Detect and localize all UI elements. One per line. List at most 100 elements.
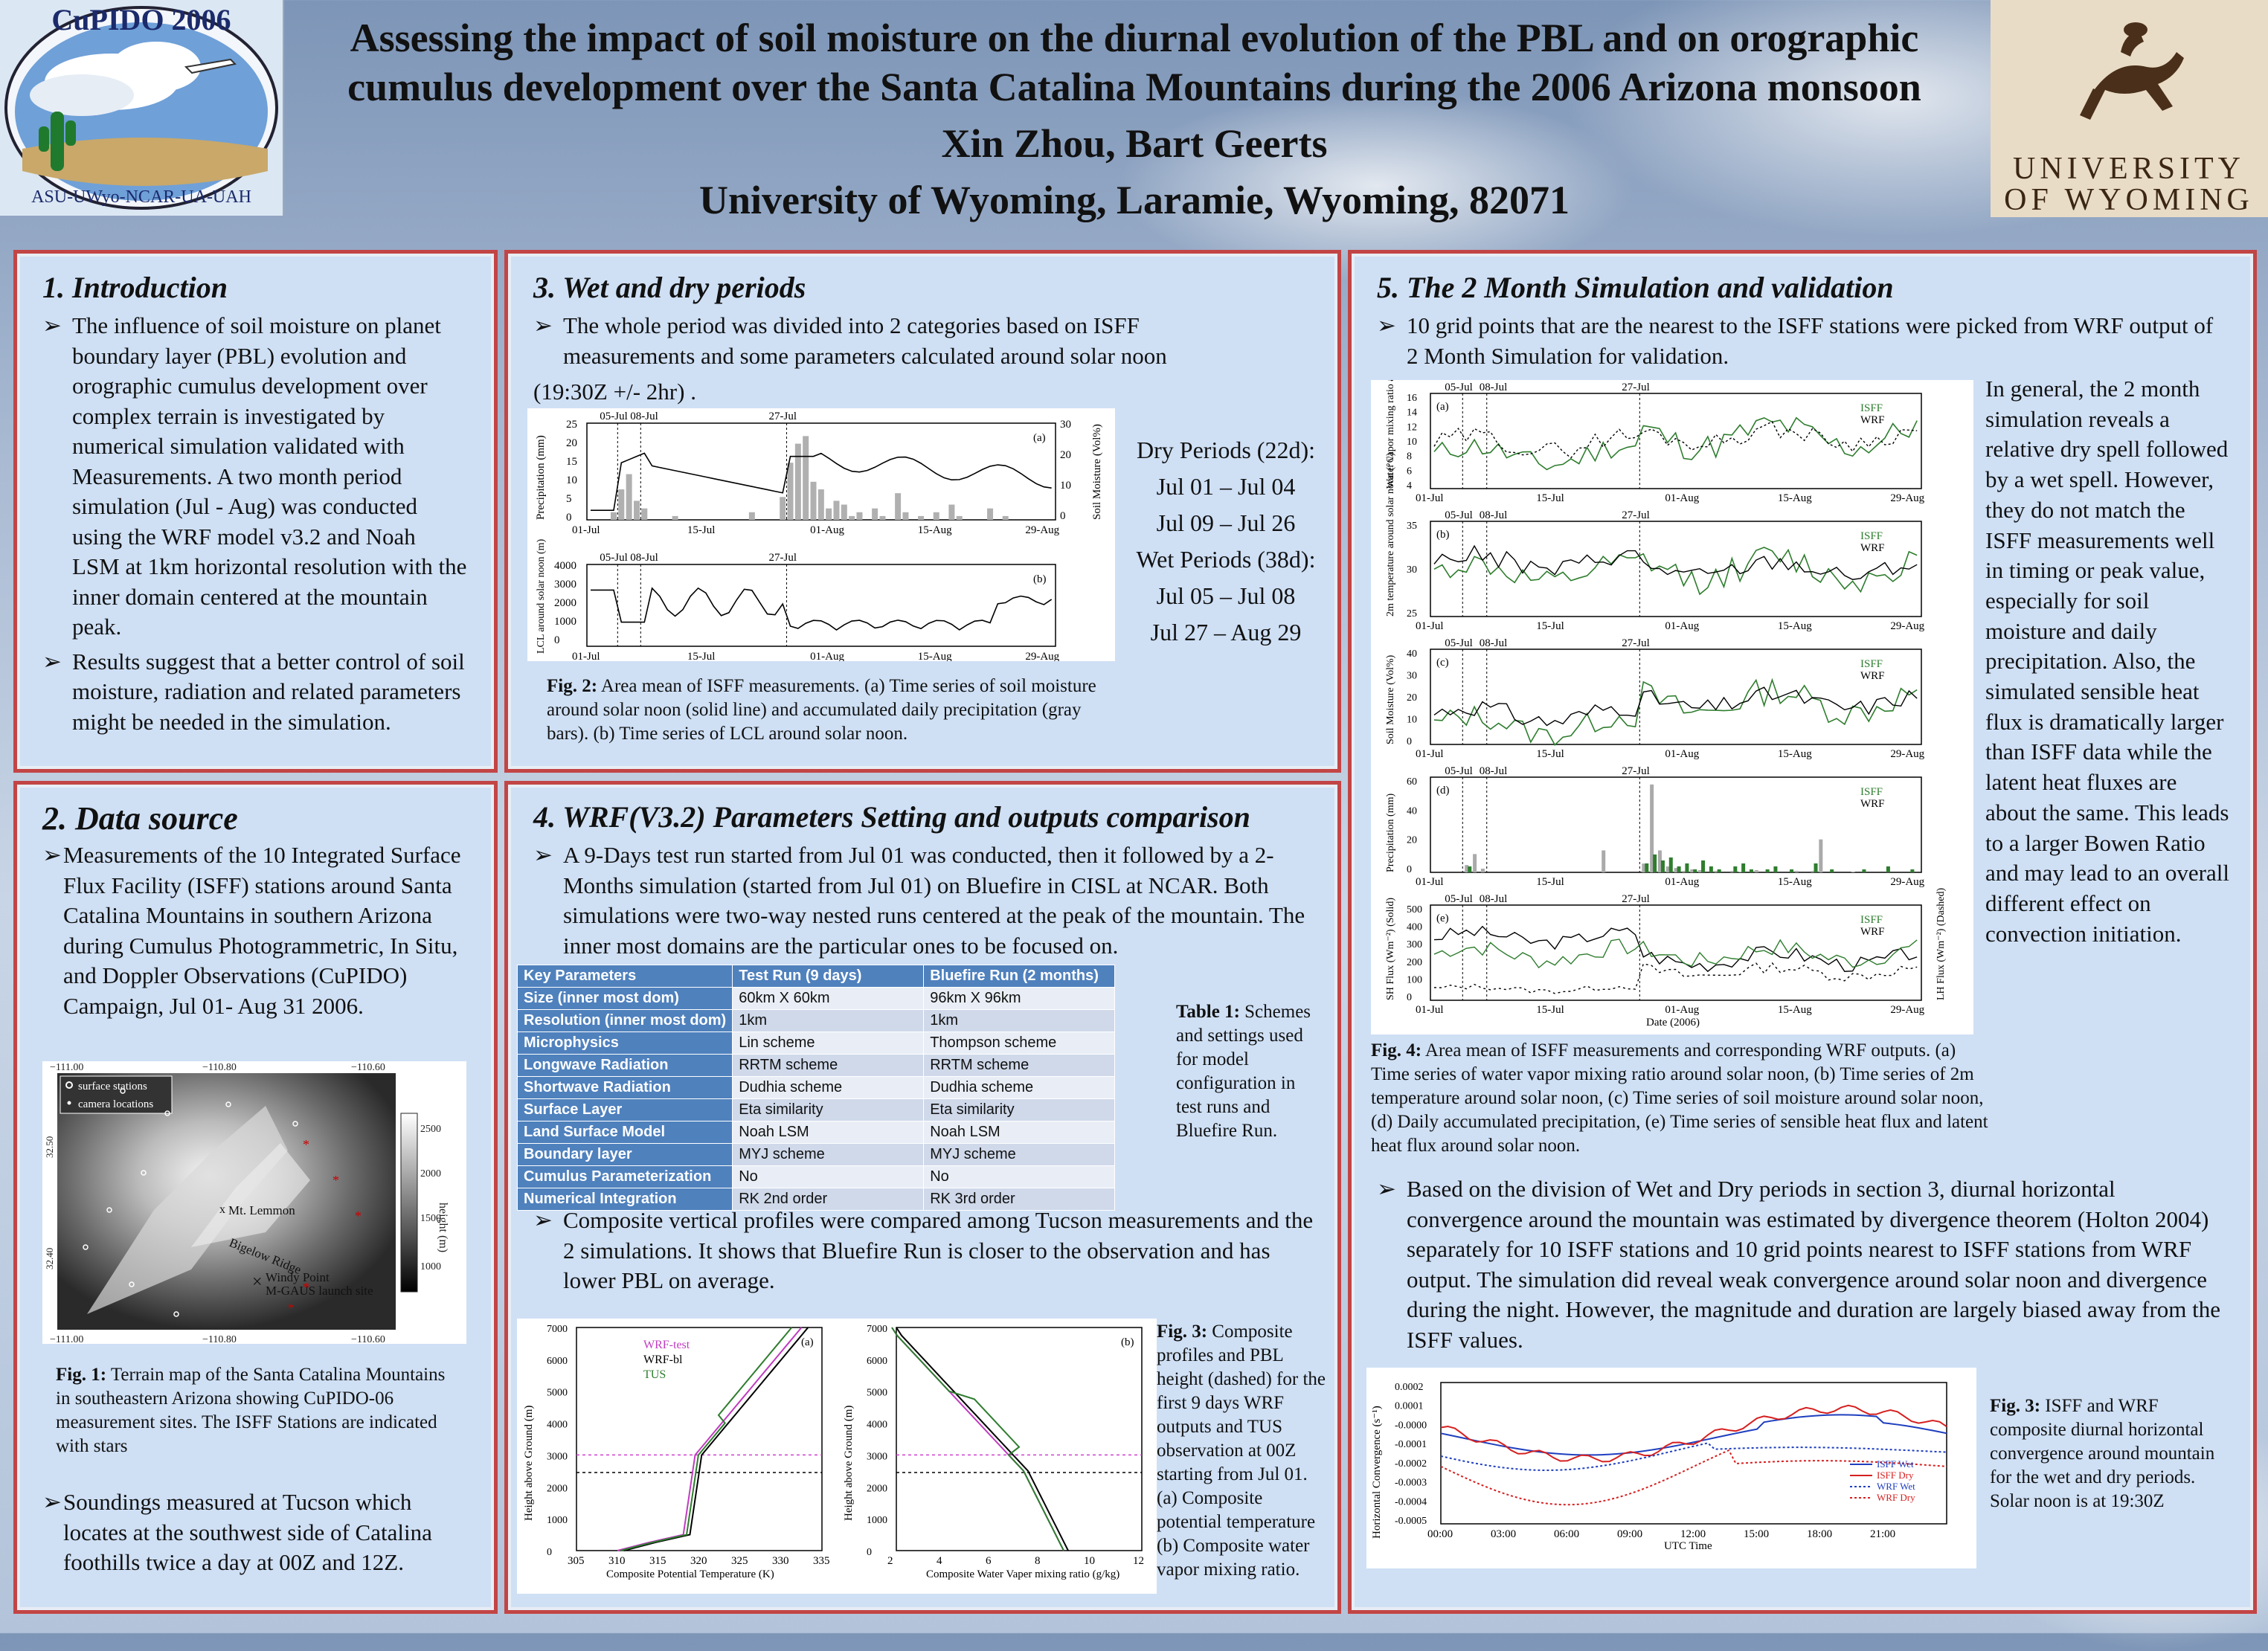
panel-tag: (a)	[801, 1336, 814, 1348]
y-tick-label: 15	[566, 456, 577, 468]
table-row: Resolution (inner most dom) 1km 1km	[516, 1009, 1116, 1032]
precip-bar	[672, 515, 678, 520]
wrf-precip-bar	[1677, 866, 1681, 872]
fig5-caption: Fig. 3: ISFF and WRF composite diurnal h…	[1990, 1396, 2215, 1511]
y-axis-label: Soil Moisture (Vol%)	[1385, 654, 1396, 744]
wrf-sh-line	[1433, 925, 1918, 973]
bullet-text: Results suggest that a better control of…	[71, 648, 465, 735]
table-key-cell: Size (inner most dom)	[516, 987, 733, 1010]
x-axis-label: Composite Water Vaper mixing ratio (g/kg…	[926, 1568, 1119, 1580]
x-tick-label: 29-Aug	[1890, 876, 1924, 888]
map-lon-tick: −110.80	[202, 1062, 237, 1073]
y-tick-label: 3000	[547, 1451, 568, 1462]
period-heading: Dry Periods (22d):	[1137, 437, 1315, 463]
map-summit-marker: x	[219, 1203, 225, 1216]
table-row: Microphysics Lin scheme Thompson scheme	[516, 1032, 1116, 1055]
y-tick-label: 12	[1407, 422, 1417, 433]
map-scale-tick: 2000	[420, 1168, 441, 1179]
y-tick-label: 4000	[547, 1420, 568, 1431]
precip-bar	[641, 508, 648, 520]
x-tick-label: 15-Aug	[918, 651, 952, 661]
wrf-precip-bar	[1717, 869, 1721, 872]
x-tick-label: 15-Jul	[1536, 1004, 1564, 1016]
arrow-bullet-icon: ➢	[42, 1489, 62, 1515]
legend-entry: ISFF	[1860, 914, 1883, 926]
x-tick-label: 310	[608, 1555, 626, 1567]
wrf-test-q-line	[891, 1327, 1064, 1551]
bullet-text: Based on the division of Wet and Dry per…	[1406, 1176, 2221, 1353]
period-marker-label: 05-Jul	[1445, 637, 1473, 649]
x-tick-label: 15-Jul	[1536, 748, 1564, 760]
y-axis-label: 2m temperature around solar noon (°C)	[1385, 452, 1396, 617]
precip-bar	[787, 463, 794, 520]
period-marker-label: 05-Jul	[600, 411, 628, 422]
tus-q-line	[891, 1327, 1064, 1551]
y-tick-label: 5	[566, 493, 572, 505]
parameters-table-wrap: Key Parameters Test Run (9 days) Bluefir…	[516, 965, 1116, 1211]
y-tick-label: 6	[1407, 466, 1412, 477]
poster-title: Assessing the impact of soil moisture on…	[298, 13, 1971, 112]
y-tick-label: 5000	[547, 1388, 568, 1399]
bullet-text: The whole period was divided into 2 cate…	[562, 312, 1167, 369]
map-lon-tick: −111.00	[50, 1334, 83, 1344]
legend-entry: TUS	[643, 1368, 666, 1381]
wrf-precip-bar	[1645, 863, 1649, 872]
wrf-line	[1433, 686, 1918, 727]
table-value-cell: Thompson scheme	[923, 1032, 1116, 1055]
table-key-cell: Resolution (inner most dom)	[516, 1009, 733, 1032]
launch-site-marker: ×	[252, 1272, 263, 1292]
isff-precip-bar	[1657, 850, 1662, 872]
y-tick-label: 0	[547, 1547, 552, 1558]
y-axis-label: SH Flux (Wm⁻²) (Solid)	[1385, 898, 1396, 1000]
map-lon-tick: −110.60	[351, 1062, 385, 1073]
x-tick-label: 01-Jul	[1416, 748, 1444, 760]
bullet-text: 10 grid points that are the nearest to t…	[1406, 312, 2214, 369]
table-key-cell: Longwave Radiation	[516, 1054, 733, 1077]
map-lon-tick: −110.80	[202, 1334, 237, 1344]
bullet-text: The influence of soil moisture on planet…	[71, 312, 467, 640]
y-tick-label: 2000	[867, 1483, 887, 1494]
x-tick-label: 15-Jul	[687, 524, 716, 536]
section-title: 3. Wet and dry periods	[533, 271, 806, 304]
period-range: Jul 27 – Aug 29	[1150, 619, 1302, 646]
x-tick-label: 29-Aug	[1890, 492, 1924, 504]
table-row: Land Surface Model Noah LSM Noah LSM	[516, 1121, 1116, 1144]
isff-wet-line	[1440, 1414, 1947, 1456]
bullet-item: ➢ Based on the division of Wet and Dry pe…	[1377, 1174, 2232, 1355]
y-tick-label: 1000	[867, 1515, 887, 1526]
wrf-line	[1433, 544, 1918, 580]
y-tick-label: 400	[1407, 922, 1422, 933]
bullet-item: ➢ Composite vertical profiles were compar…	[533, 1206, 1314, 1296]
y-tick-label: -0.0003	[1395, 1478, 1427, 1489]
period-marker-label: 27-Jul	[1622, 637, 1650, 649]
map-label-mgaus: M-GAUS launch site	[266, 1284, 373, 1298]
panel-tag: (a)	[1436, 401, 1449, 413]
bullet-item: ➢ 10 grid points that are the nearest to …	[1377, 311, 2228, 371]
x-tick-label: 330	[772, 1555, 789, 1567]
period-marker-label: 27-Jul	[1622, 893, 1650, 905]
arrow-bullet-icon: ➢	[533, 842, 553, 868]
isff-precip-bar	[1714, 871, 1718, 872]
section-wrf-parameters: 4. WRF(V3.2) Parameters Setting and outp…	[504, 781, 1341, 1614]
bullet-item: ➢ The influence of soil moisture on plane…	[42, 311, 469, 643]
wrf-precip-bar	[1886, 866, 1890, 872]
cupido-logo: CuPIDO 2006 ASU-UWyo-NCAR-UA-UAH	[0, 0, 284, 216]
precip-bar	[817, 489, 824, 520]
legend-entry: WRF Dry	[1877, 1492, 1915, 1503]
precip-bar	[933, 512, 939, 520]
legend-entry: WRF-bl	[643, 1354, 683, 1366]
table-value-cell: 1km	[923, 1009, 1116, 1032]
x-tick-label: 01-Aug	[1665, 492, 1699, 504]
isff-precip-bar	[1698, 870, 1703, 872]
bullet-text: Measurements of the 10 Integrated Surfac…	[62, 842, 461, 1019]
y-tick-label: 0.0002	[1395, 1382, 1424, 1393]
precip-bar	[918, 515, 925, 520]
x-tick-label: 01-Aug	[810, 524, 844, 536]
arrow-bullet-icon: ➢	[42, 842, 62, 868]
bullet-item: ➢ Soundings measured at Tucson which loca…	[42, 1487, 481, 1578]
wrf-precip-bar	[1765, 869, 1770, 872]
table-value-cell: MYJ scheme	[923, 1143, 1116, 1166]
y-tick-label: 60	[1407, 776, 1417, 788]
map-lon-tick: −110.60	[351, 1334, 385, 1344]
isff-precip-bar	[1473, 854, 1477, 872]
